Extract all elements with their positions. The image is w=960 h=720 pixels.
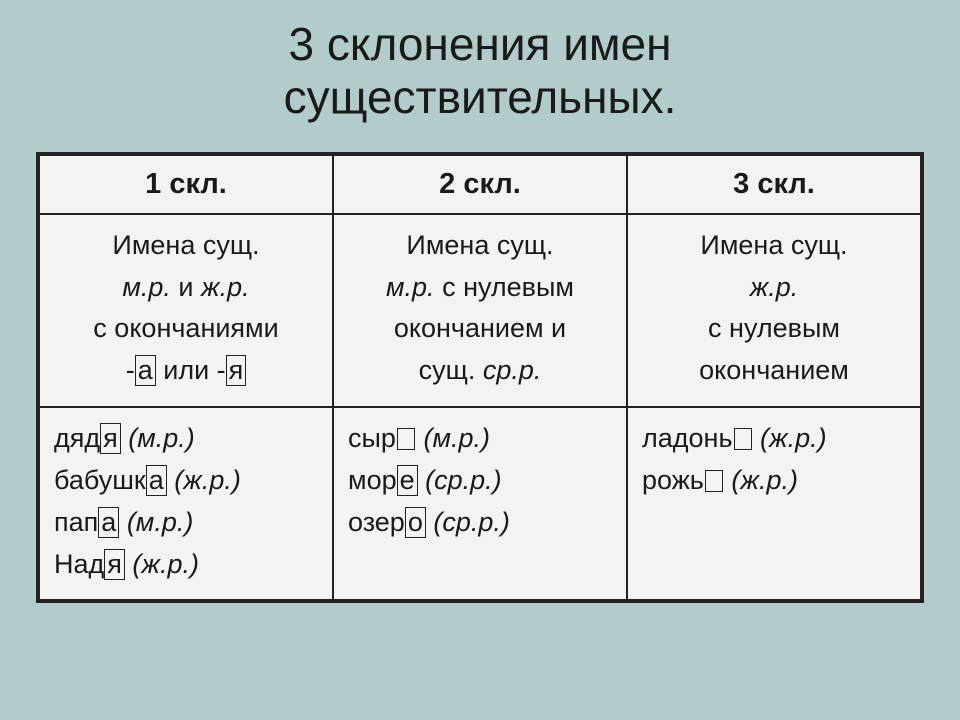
gender-note: (м.р.) xyxy=(127,507,194,537)
gender-abbr: ж.р. xyxy=(201,272,250,302)
rule-line: с нулевым xyxy=(642,308,906,350)
word-stem: Над xyxy=(54,549,104,579)
rule-cell-2: Имена сущ. м.р. с нулевым окончанием и с… xyxy=(333,214,627,407)
declension-table: 1 скл. 2 скл. 3 скл. Имена сущ. м.р. и ж… xyxy=(38,154,922,602)
title-line-1: 3 склонения имен xyxy=(288,18,671,70)
gender-abbr: м.р. xyxy=(386,272,435,302)
word-stem: сыр xyxy=(348,423,396,453)
rule-line: Имена сущ. xyxy=(642,225,906,267)
ending-box-empty xyxy=(397,428,415,450)
table-header-row: 1 скл. 2 скл. 3 скл. xyxy=(39,155,921,214)
rule-line: окончанием xyxy=(642,350,906,392)
text: или - xyxy=(156,355,226,385)
rule-line: м.р. с нулевым xyxy=(348,267,612,309)
text: сущ. xyxy=(419,355,483,385)
ending-box: е xyxy=(397,465,418,496)
rule-line: сущ. ср.р. xyxy=(348,350,612,392)
table-rule-row: Имена сущ. м.р. и ж.р. с окончаниями -а … xyxy=(39,214,921,407)
col-header-1: 1 скл. xyxy=(39,155,333,214)
gender-note: (ж.р.) xyxy=(132,549,199,579)
gender-note: (ср.р.) xyxy=(433,507,510,537)
gender-note: (ср.р.) xyxy=(425,465,502,495)
gender-abbr: м.р. xyxy=(122,272,171,302)
example-line: озеро (ср.р.) xyxy=(348,502,612,544)
ending-box: а xyxy=(98,507,119,538)
text: - xyxy=(126,355,135,385)
col-header-3: 3 скл. xyxy=(627,155,921,214)
example-line: ладонь (ж.р.) xyxy=(642,418,906,460)
example-line: рожь (ж.р.) xyxy=(642,460,906,502)
gender-abbr: ср.р. xyxy=(483,355,542,385)
examples-cell-1: дядя (м.р.)бабушка (ж.р.)папа (м.р.)Надя… xyxy=(39,407,333,600)
example-line: Надя (ж.р.) xyxy=(54,544,318,586)
rule-line: -а или -я xyxy=(54,350,318,392)
examples-cell-3: ладонь (ж.р.)рожь (ж.р.) xyxy=(627,407,921,600)
ending-box: я xyxy=(104,549,125,580)
word-stem: бабушк xyxy=(54,465,146,495)
word-stem: рожь xyxy=(642,465,704,495)
gender-abbr: ж.р. xyxy=(750,272,799,302)
gender-note: (ж.р.) xyxy=(731,465,798,495)
rule-line: с окончаниями xyxy=(54,308,318,350)
rule-line: м.р. и ж.р. xyxy=(54,267,318,309)
ending-box: о xyxy=(405,507,426,538)
example-line: папа (м.р.) xyxy=(54,502,318,544)
ending-box: а xyxy=(146,465,167,496)
rule-line: Имена сущ. xyxy=(348,225,612,267)
text: и xyxy=(171,272,201,302)
rule-cell-3: Имена сущ. ж.р. с нулевым окончанием xyxy=(627,214,921,407)
gender-note: (ж.р.) xyxy=(174,465,241,495)
rule-cell-1: Имена сущ. м.р. и ж.р. с окончаниями -а … xyxy=(39,214,333,407)
examples-cell-2: сыр (м.р.)море (ср.р.)озеро (ср.р.) xyxy=(333,407,627,600)
page-title: 3 склонения имен существительных. xyxy=(40,18,920,124)
example-line: сыр (м.р.) xyxy=(348,418,612,460)
ending-box-empty xyxy=(734,428,752,450)
title-line-2: существительных. xyxy=(284,71,677,123)
rule-line: ж.р. xyxy=(642,267,906,309)
rule-line: Имена сущ. xyxy=(54,225,318,267)
word-stem: дяд xyxy=(54,423,100,453)
ending-box-empty xyxy=(705,470,723,492)
text: с нулевым xyxy=(435,272,574,302)
example-line: море (ср.р.) xyxy=(348,460,612,502)
ending-box: я xyxy=(100,423,121,454)
word-stem: пап xyxy=(54,507,98,537)
gender-note: (м.р.) xyxy=(423,423,490,453)
page-title-block: 3 склонения имен существительных. xyxy=(0,0,960,152)
word-stem: мор xyxy=(348,465,397,495)
col-header-2: 2 скл. xyxy=(333,155,627,214)
gender-note: (м.р.) xyxy=(128,423,195,453)
ending-box: я xyxy=(226,355,247,386)
table-examples-row: дядя (м.р.)бабушка (ж.р.)папа (м.р.)Надя… xyxy=(39,407,921,600)
rule-line: окончанием и xyxy=(348,308,612,350)
example-line: бабушка (ж.р.) xyxy=(54,460,318,502)
declension-table-wrap: 1 скл. 2 скл. 3 скл. Имена сущ. м.р. и ж… xyxy=(36,152,924,604)
word-stem: озер xyxy=(348,507,405,537)
gender-note: (ж.р.) xyxy=(760,423,827,453)
word-stem: ладонь xyxy=(642,423,733,453)
example-line: дядя (м.р.) xyxy=(54,418,318,460)
ending-box: а xyxy=(135,355,156,386)
